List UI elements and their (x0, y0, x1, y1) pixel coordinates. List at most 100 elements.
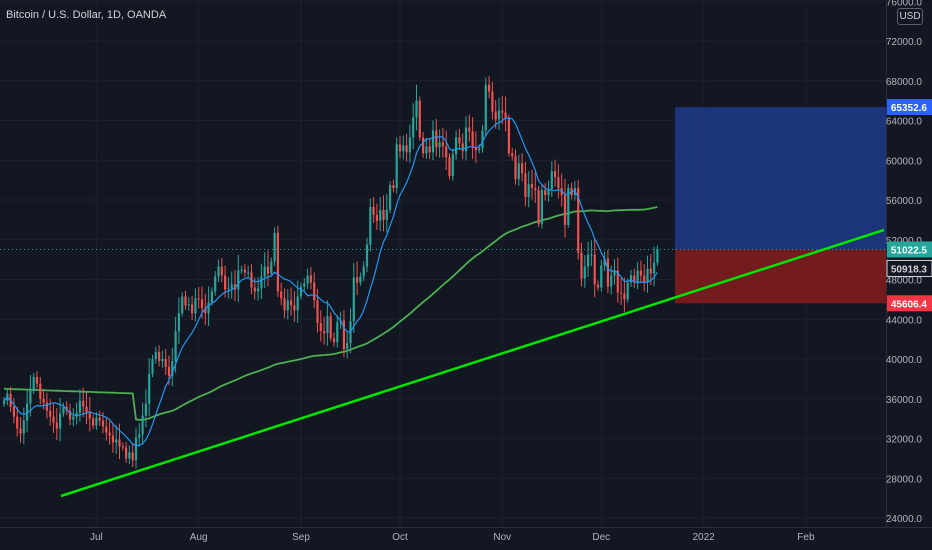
candle-body (497, 110, 501, 120)
candle-body (514, 156, 517, 180)
price-label-stop: 45606.4 (891, 299, 928, 310)
price-label-last_price: 51022.5 (891, 245, 928, 256)
candle-body (511, 153, 514, 157)
candle-body (240, 269, 243, 271)
time-tick-label: Nov (493, 532, 511, 543)
candle-body (425, 146, 428, 154)
candle-body (372, 206, 375, 215)
price-labels: 65352.6 51022.5 50918.3 45606.4 (886, 99, 932, 312)
candle-body (422, 137, 425, 154)
candle-body (544, 190, 547, 196)
candle-body (138, 434, 141, 438)
price-tick-label: 64000.0 (886, 117, 923, 128)
candle-body (616, 270, 619, 293)
candle-body (613, 270, 616, 276)
candle-body (260, 276, 263, 289)
price-tick-label: 32000.0 (886, 435, 923, 446)
candle-body (587, 254, 590, 267)
price-tick-label: 76000.0 (886, 0, 923, 8)
candle-body (207, 302, 210, 314)
candle-body (527, 184, 530, 198)
candle-body (187, 304, 190, 306)
time-tick-label: Aug (190, 532, 208, 543)
candle-body (319, 323, 322, 332)
candle-body (478, 148, 481, 151)
candle-body (316, 300, 319, 324)
candle-body (257, 288, 260, 292)
candle-body (19, 428, 22, 434)
candle-body (431, 130, 435, 153)
candle-body (369, 206, 372, 245)
candle-body (405, 145, 408, 153)
candle-body (273, 232, 276, 262)
candle-body (629, 275, 633, 283)
candle-body (22, 420, 25, 434)
candle-body (151, 359, 154, 374)
candle-body (567, 188, 570, 225)
time-tick-label: 2022 (692, 532, 715, 543)
candle-body (656, 249, 659, 263)
candle-body (263, 266, 266, 277)
candle-body (296, 296, 299, 311)
candle-body (148, 373, 151, 404)
candle-body (158, 352, 161, 361)
candle-body (623, 293, 626, 300)
price-tick-label: 72000.0 (886, 37, 923, 48)
trendline (60, 228, 885, 498)
price-tick-label: 40000.0 (886, 355, 923, 366)
candle-body (365, 244, 369, 267)
candle-body (29, 390, 32, 404)
candle-body (276, 232, 279, 292)
candle-body (72, 416, 75, 420)
candle-body (441, 142, 444, 147)
candle-body (603, 258, 606, 266)
candle-body (537, 190, 540, 224)
candle-body (131, 452, 134, 461)
time-tick-label: Oct (392, 532, 408, 543)
candle-body (580, 252, 583, 279)
candle-body (210, 291, 213, 303)
candle-body (385, 209, 388, 220)
target-zone (675, 107, 886, 250)
ma-fast-line (3, 117, 658, 447)
candle-body (108, 432, 111, 436)
candle-body (164, 359, 167, 367)
candle-body (336, 322, 339, 343)
candle-body (626, 282, 629, 300)
candle-body (326, 316, 329, 334)
candle-body (181, 296, 184, 314)
candle-body (32, 376, 35, 391)
time-tick-label: Jul (90, 532, 103, 543)
long-position-tool[interactable] (0, 107, 886, 304)
candle-body (125, 447, 128, 459)
candle-body (577, 188, 580, 253)
candle-body (184, 296, 187, 306)
time-axis[interactable]: Jul Aug Sep Oct Nov Dec 2022 Feb (0, 527, 932, 544)
candle-body (39, 383, 42, 399)
candle-body (398, 144, 402, 152)
candle-body (101, 420, 105, 427)
candle-body (290, 300, 293, 306)
candle-body (455, 137, 458, 155)
candle-body (266, 266, 270, 274)
ascending-trendline[interactable] (60, 228, 885, 498)
moving-average-slow (3, 206, 658, 421)
candle-body (534, 188, 537, 191)
candle-body (134, 437, 138, 461)
candle-body (593, 254, 596, 285)
candle-body (471, 131, 474, 148)
candle-body (303, 283, 306, 287)
candle-body (530, 184, 534, 189)
price-label-box-stop (887, 295, 932, 312)
candle-body (293, 305, 296, 311)
candle-body (95, 417, 98, 426)
candle-body (375, 214, 378, 221)
price-label-prev_close: 50918.3 (891, 264, 928, 275)
candle-body (52, 416, 55, 423)
candle-body (392, 185, 395, 189)
candle-body (2, 400, 6, 404)
candle-body (636, 270, 639, 283)
candle-body (92, 418, 95, 426)
currency-button[interactable]: USD (897, 8, 923, 25)
